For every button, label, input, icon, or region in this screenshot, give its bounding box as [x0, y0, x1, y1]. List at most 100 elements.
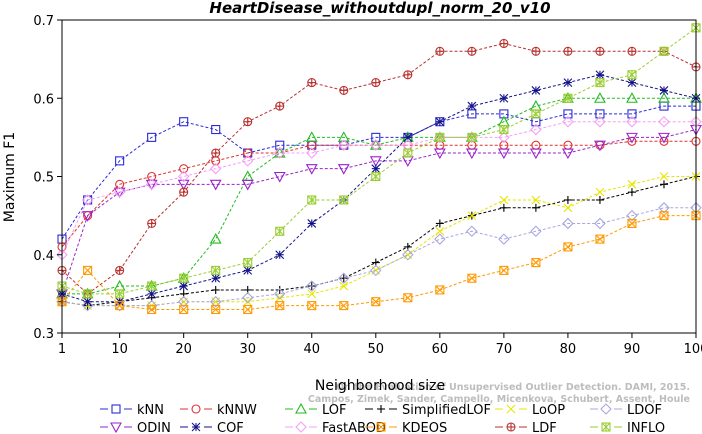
series-line-simplifiedlof — [61, 176, 697, 307]
data-point-ldf — [627, 46, 637, 56]
data-point-kdeos — [147, 304, 157, 315]
data-point-ldf — [243, 117, 253, 127]
data-point-simplifiedlof — [595, 195, 604, 204]
data-point-kdeos — [563, 242, 573, 252]
data-point-cof — [531, 86, 541, 95]
data-point-cof — [659, 86, 669, 95]
data-point-inflo — [627, 70, 637, 80]
data-point-kdeos — [211, 304, 221, 315]
data-point-inflo — [659, 46, 669, 56]
data-point-kdeos — [467, 273, 477, 283]
data-point-odin — [369, 156, 382, 167]
data-point-ldof — [337, 272, 350, 285]
series-line-ldof — [61, 207, 696, 307]
data-point-kdeos — [403, 293, 413, 303]
series-fastabod — [56, 115, 702, 261]
data-point-ldf — [435, 46, 445, 56]
series-line-kdeos — [61, 215, 696, 311]
legend-label-kdeos: KDEOS — [402, 421, 447, 434]
data-point-fastabod — [498, 131, 510, 144]
legend-marker-cof — [191, 422, 201, 432]
x-tick-label: 10 — [111, 342, 128, 357]
data-point-ldf — [307, 78, 317, 88]
legend-item-inflo: INFLO — [590, 421, 665, 434]
legend-item-cof: COF — [180, 421, 244, 434]
data-point-inflo — [115, 289, 125, 299]
data-point-fastabod — [594, 115, 606, 128]
data-point-cof — [563, 78, 573, 87]
watermark: On the Evaluation of Unsupervised Outlie… — [308, 382, 690, 405]
x-axis-label: Neighborhood size — [315, 378, 445, 394]
data-point-ldof — [241, 292, 254, 304]
series-ldof — [56, 202, 702, 312]
legend-item-fastabod: FastABOD — [285, 421, 386, 434]
data-point-simplifiedlof — [339, 274, 348, 283]
legend-item-ldf: LDF — [495, 421, 557, 434]
data-point-inflo — [371, 171, 381, 182]
x-tick-label: 1 — [58, 342, 66, 357]
data-point-odin — [658, 132, 670, 144]
data-point-ldf — [147, 218, 157, 228]
data-point-ldof — [434, 233, 446, 245]
data-point-simplifiedlof — [275, 285, 284, 294]
data-point-cof — [467, 101, 477, 111]
data-point-inflo — [339, 195, 349, 205]
legend-label-odin: ODIN — [137, 421, 171, 434]
data-point-cof — [179, 281, 189, 291]
data-point-ldf — [403, 70, 413, 80]
data-point-cof — [595, 70, 605, 80]
data-point-inflo — [179, 273, 189, 283]
data-point-ldof — [626, 209, 638, 222]
legend-marker-lof — [295, 402, 307, 414]
data-point-fastabod — [658, 115, 670, 128]
data-point-odin — [497, 148, 510, 160]
legend-label-loop: LoOP — [532, 403, 565, 418]
data-point-simplifiedlof — [659, 180, 668, 189]
data-point-kdeos — [115, 301, 125, 311]
data-point-fastabod — [145, 178, 158, 191]
legend-label-knn: kNN — [137, 403, 164, 418]
data-point-loop — [499, 195, 509, 205]
data-point-ldf — [339, 85, 349, 95]
data-point-kdeos — [243, 304, 253, 315]
x-tick-label: 70 — [496, 342, 513, 357]
y-axis-label: Maximum F1 — [2, 132, 18, 222]
legend-item-lof: LOF — [285, 402, 347, 418]
x-tick-label: 20 — [175, 342, 192, 357]
series-line-loop — [61, 176, 696, 307]
data-point-ldof — [530, 225, 542, 238]
data-point-simplifiedlof — [627, 188, 636, 197]
series-line-lof — [62, 97, 696, 295]
data-point-kdeos — [435, 285, 445, 295]
legend-item-knn: kNN — [100, 403, 164, 418]
data-point-odin — [177, 179, 190, 191]
data-point-odin — [273, 171, 286, 183]
y-tick-label: 0.6 — [33, 92, 54, 107]
legend-item-ldof: LDOF — [590, 403, 662, 418]
data-point-inflo — [499, 125, 509, 135]
x-tick-label: 50 — [368, 342, 385, 357]
data-point-fastabod — [209, 162, 222, 175]
data-point-inflo — [275, 226, 285, 236]
x-tick-label: 90 — [624, 342, 641, 357]
data-point-ldf — [115, 265, 125, 275]
data-point-inflo — [243, 258, 253, 268]
legend-label-lof: LOF — [322, 403, 347, 418]
data-point-knn — [179, 117, 189, 127]
data-point-inflo — [531, 109, 541, 119]
data-point-odin — [594, 140, 606, 152]
data-point-fastabod — [530, 123, 542, 136]
data-point-loop — [467, 211, 477, 221]
data-point-kdeos — [659, 211, 669, 221]
data-point-knn — [211, 125, 221, 135]
data-point-cof — [371, 164, 381, 174]
data-point-cof — [627, 78, 637, 87]
data-point-inflo — [211, 265, 221, 275]
legend-item-odin: ODIN — [100, 421, 171, 434]
data-point-odin — [145, 179, 158, 191]
data-point-kdeos — [83, 265, 93, 275]
data-point-kdeos — [339, 301, 349, 311]
data-point-odin — [337, 164, 350, 175]
legend-item-simplifiedlof: SimplifiedLOF — [365, 403, 491, 418]
